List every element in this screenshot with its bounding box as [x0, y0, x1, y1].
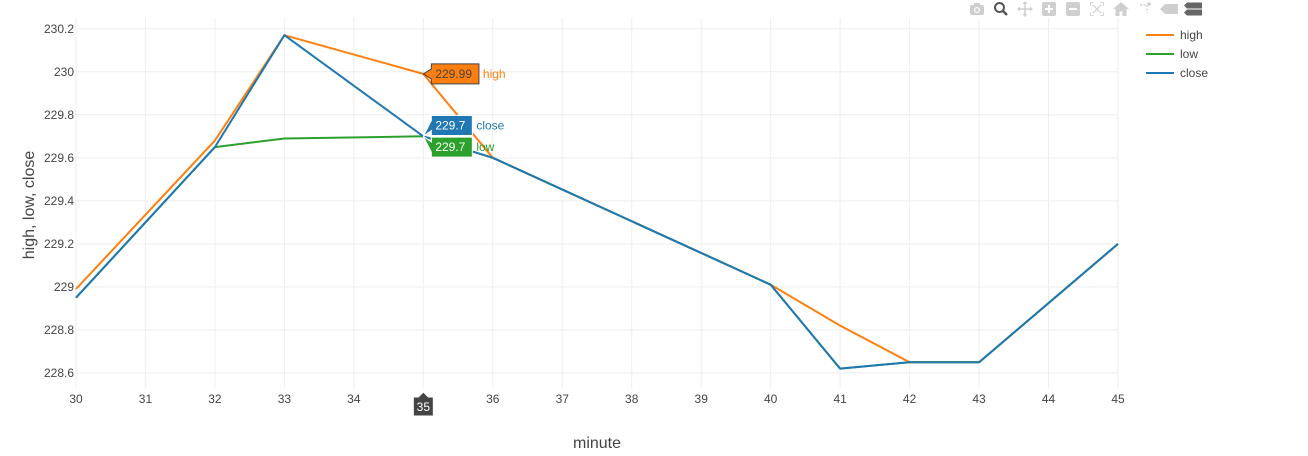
series-line-close[interactable] [75, 34, 1119, 370]
y-tick-labels: 228.6 228.8 229 229.2 229.4 229.6 229.8 230 230.… [44, 22, 74, 380]
y-tick-label: 229 [54, 280, 74, 294]
x-tick-label: 43 [972, 392, 986, 406]
y-tick-label: 230.2 [44, 22, 74, 36]
y-axis-title: high, low, close [21, 151, 38, 260]
x-tick-label: 37 [556, 392, 570, 406]
gridlines [75, 18, 1119, 388]
pan-icon[interactable] [1016, 0, 1034, 18]
y-tick-label: 228.6 [44, 366, 74, 380]
x-tick-labels: 30 31 32 33 34 36 37 38 39 40 41 42 43 44 45 [69, 392, 1125, 406]
zoom-icon[interactable] [992, 0, 1010, 18]
x-tick-label: 30 [69, 392, 83, 406]
hover-x-value: 35 [417, 400, 431, 414]
zoom-in-icon[interactable] [1040, 0, 1058, 18]
x-tick-label: 36 [486, 392, 500, 406]
hover-box [422, 135, 473, 158]
camera-icon[interactable] [968, 0, 986, 18]
hover-value: 229.7 [435, 140, 465, 154]
hover-series-name: close [476, 119, 504, 133]
series-line-high[interactable] [75, 34, 1119, 364]
legend-label: low [1180, 47, 1198, 61]
hover-x-label: 35 [412, 391, 434, 417]
legend-item-high[interactable]: high [1146, 28, 1203, 42]
y-tick-label: 229.6 [44, 151, 74, 165]
legend-label: close [1180, 66, 1208, 80]
y-tick-label: 229.2 [44, 237, 74, 251]
legend[interactable]: high low close [1146, 28, 1208, 80]
legend-item-low[interactable]: low [1146, 47, 1198, 61]
zoom-out-icon[interactable] [1064, 0, 1082, 18]
hover-label-close: 229.7 close [422, 115, 505, 137]
autoscale-icon[interactable] [1088, 0, 1106, 18]
spike-lines-icon[interactable] [1136, 0, 1154, 18]
hover-x-box [412, 391, 434, 417]
x-tick-label: 33 [278, 392, 292, 406]
hover-label-high: 229.99 high [422, 63, 506, 85]
hover-compare-icon[interactable] [1184, 0, 1202, 18]
x-tick-label: 38 [625, 392, 639, 406]
x-axis-title: minute [573, 435, 621, 452]
x-tick-label: 39 [695, 392, 709, 406]
hover-series-name: high [483, 67, 506, 81]
series-lines [75, 34, 1119, 370]
x-tick-label: 31 [139, 392, 153, 406]
y-tick-label: 230 [54, 65, 74, 79]
x-tick-label: 44 [1042, 392, 1056, 406]
hover-label-low: 229.7 low [422, 135, 495, 158]
x-tick-label: 42 [903, 392, 917, 406]
hover-box [422, 115, 473, 137]
hover-box [422, 63, 480, 85]
hover-series-name: low [476, 140, 494, 154]
home-icon[interactable] [1112, 0, 1130, 18]
y-tick-label: 229.8 [44, 108, 74, 122]
series-line-low[interactable] [75, 135, 1119, 370]
legend-item-close[interactable]: close [1146, 66, 1208, 80]
hover-value: 229.7 [435, 119, 465, 133]
hover-value: 229.99 [435, 67, 472, 81]
x-tick-label: 40 [764, 392, 778, 406]
x-tick-label: 45 [1111, 392, 1125, 406]
x-tick-label: 32 [208, 392, 222, 406]
x-tick-label: 34 [347, 392, 361, 406]
legend-label: high [1180, 28, 1203, 42]
hover-layer: 229.99 high 229.7 close 229.7 low 35 [412, 63, 506, 417]
y-tick-label: 228.8 [44, 323, 74, 337]
x-tick-label: 41 [833, 392, 847, 406]
y-tick-label: 229.4 [44, 194, 74, 208]
hover-closest-icon[interactable] [1160, 0, 1178, 18]
modebar [968, 0, 1202, 18]
